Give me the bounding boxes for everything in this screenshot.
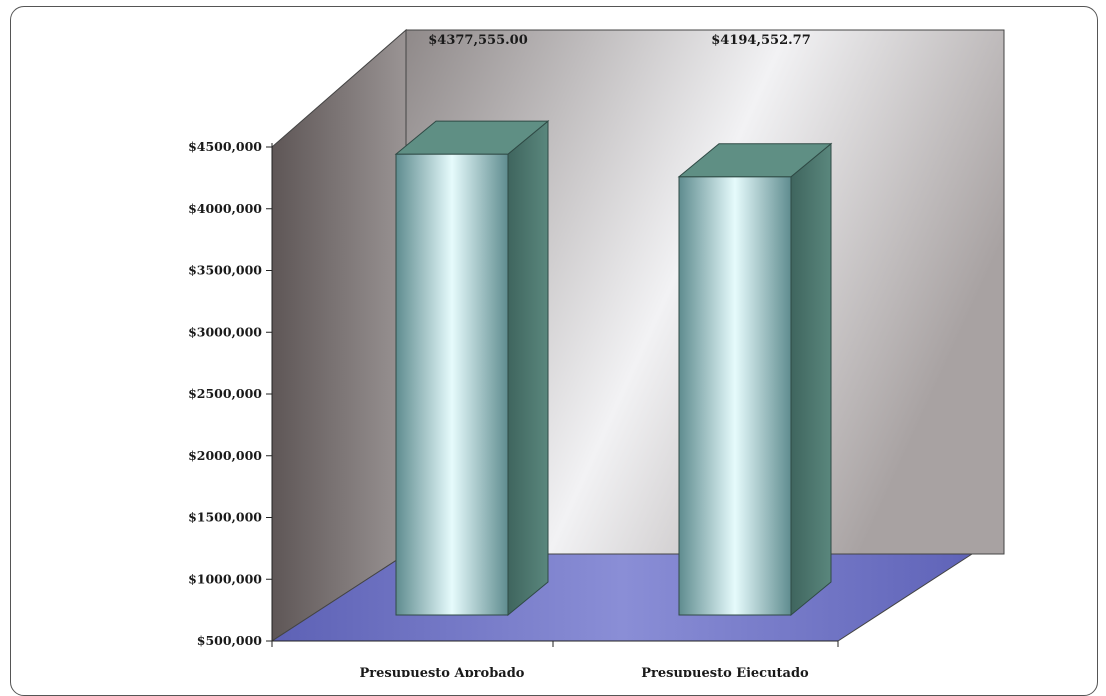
y-tick-label: $3000,000 (188, 324, 262, 339)
y-tick-label: $3500,000 (188, 263, 262, 278)
y-tick-label: $4000,000 (188, 201, 262, 216)
bar (394, 120, 550, 617)
side-wall (271, 28, 407, 642)
y-tick-label: $1500,000 (188, 510, 262, 525)
data-label: $4194,552.77 (711, 33, 811, 48)
bar-chart: $4377,555.00 Presupuesto Aprobado $4194,55… (188, 28, 1005, 677)
x-tick-label: Presupuesto Aprobado (360, 666, 525, 677)
y-tick-label: $500,000 (197, 633, 263, 648)
y-tick-label: $1000,000 (188, 571, 262, 586)
x-tick-label: Presupuesto Ejecutado (641, 666, 809, 677)
bar-top (677, 143, 833, 178)
bar (677, 142, 833, 617)
y-tick-label: $2500,000 (188, 386, 262, 401)
bar-front (395, 153, 509, 616)
y-tick-label: $2000,000 (188, 448, 262, 463)
bar-front (678, 176, 792, 616)
y-tick-label: $4500,000 (188, 139, 262, 154)
data-label: $4377,555.00 (428, 33, 528, 48)
bar-side (790, 142, 832, 617)
bar-side (507, 120, 549, 617)
bar-top (394, 120, 550, 155)
